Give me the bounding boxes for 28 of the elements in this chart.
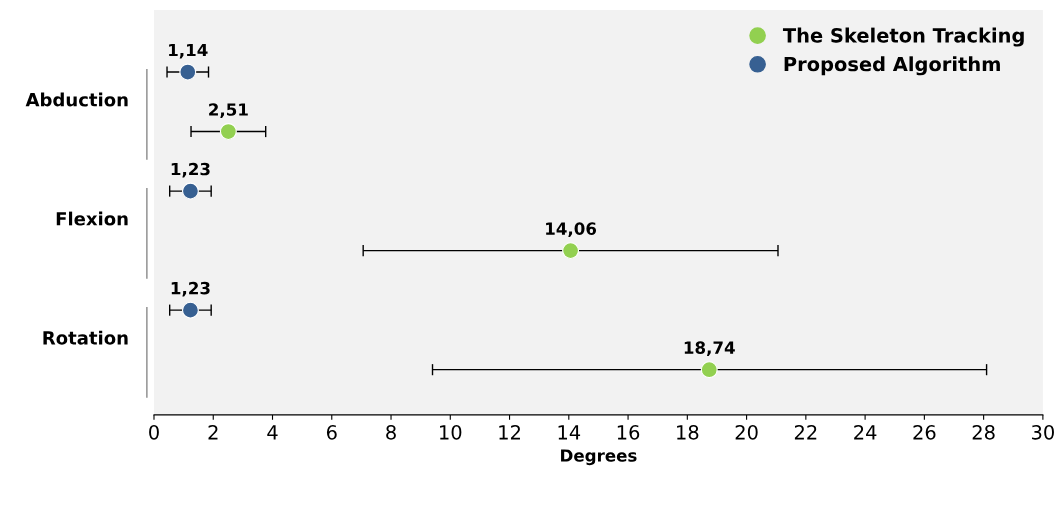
x-tick-label: 22 [794, 424, 817, 440]
x-tick-label: 10 [440, 424, 462, 440]
data-label: 1,14 [169, 43, 208, 59]
legend-label: Proposed Algorithm [784, 56, 1000, 76]
y-tick-label: Abduction [25, 92, 128, 107]
x-tick-label: 6 [326, 424, 337, 440]
x-tick-label: 28 [972, 424, 995, 440]
data-label: 14,06 [546, 222, 597, 238]
data-label: 1,23 [171, 281, 210, 297]
data-label: 18,74 [684, 341, 735, 357]
x-tick-label: 18 [677, 424, 699, 440]
data-label: 1,23 [171, 162, 210, 178]
x-tick-label: 20 [735, 424, 758, 440]
y-tick-label: Flexion [56, 211, 128, 226]
x-tick-label: 8 [386, 424, 396, 440]
y-tick-label: Rotation [43, 330, 128, 345]
x-tick-label: 4 [267, 425, 278, 440]
x-tick-label: 0 [149, 424, 159, 440]
x-tick-label: 12 [499, 424, 520, 440]
x-axis-title: Degrees [561, 449, 637, 466]
x-tick-label: 16 [617, 424, 640, 440]
x-tick-label: 30 [1032, 424, 1054, 440]
x-tick-label: 24 [854, 424, 877, 440]
x-tick-label: 14 [558, 425, 581, 440]
x-tick-label: 2 [208, 424, 218, 440]
legend-label: The Skeleton Tracking [782, 27, 1024, 47]
x-tick-label: 26 [913, 424, 936, 440]
data-label: 2,51 [209, 103, 248, 118]
